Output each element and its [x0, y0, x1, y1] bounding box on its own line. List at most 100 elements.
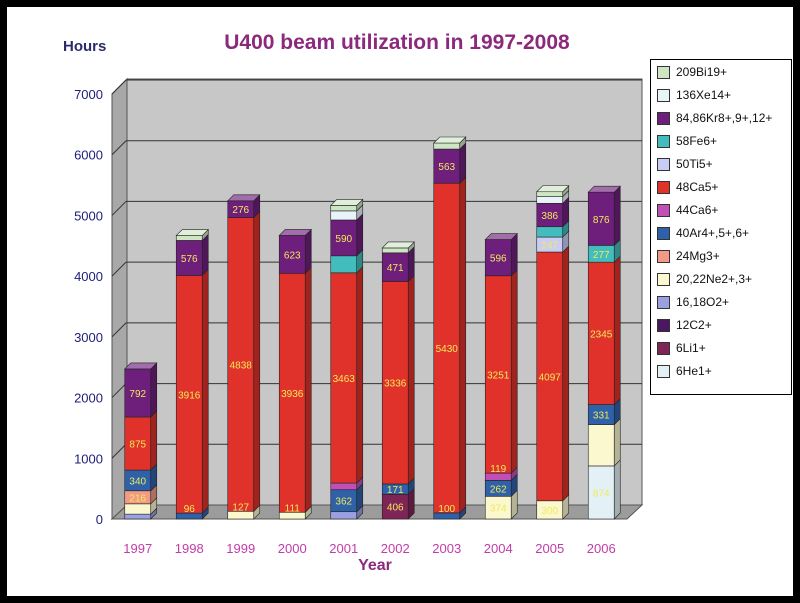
y-tick-label: 1000 — [74, 451, 103, 466]
y-tick-label: 5000 — [74, 208, 103, 223]
x-tick-label: 2002 — [381, 541, 410, 556]
legend-swatch — [657, 249, 670, 263]
bar-segment — [484, 275, 512, 474]
bar-segment — [536, 196, 564, 204]
x-axis-ticks: 1997 1998 1999 2000 2001 2002 2003 2004 2005 2006 — [123, 541, 615, 556]
legend-swatch — [657, 318, 670, 332]
legend-item: 58Fe6+ — [657, 133, 717, 149]
legend-label: 50Ti5+ — [676, 157, 713, 171]
bar-stack-2004: 374 262 119 3251 596 — [484, 232, 518, 520]
legend-item: 24Mg3+ — [657, 248, 720, 264]
bar-segment-side — [459, 176, 467, 514]
data-label: 247 — [541, 241, 558, 252]
data-label: 111 — [285, 503, 301, 514]
data-label: 3251 — [487, 370, 510, 381]
bar-segment-side — [150, 410, 158, 471]
data-label: 362 — [335, 497, 352, 508]
bar-segment-side — [150, 362, 158, 418]
legend-label: 40Ar4+,5+,6+ — [676, 226, 750, 240]
bar-top — [587, 185, 621, 193]
data-label: 3936 — [281, 389, 304, 400]
bar-segment — [330, 482, 358, 491]
x-tick-label: 2006 — [587, 541, 616, 556]
legend-item: 6He1+ — [657, 363, 712, 379]
legend-swatch — [657, 180, 670, 194]
bar-segment-side — [613, 417, 621, 467]
data-label: 3463 — [333, 374, 356, 385]
data-label: 623 — [284, 250, 301, 261]
bar-segment — [536, 226, 564, 238]
legend-swatch — [657, 203, 670, 217]
x-tick-label: 2005 — [535, 541, 564, 556]
bar-segment-side — [562, 245, 570, 502]
bar-segment-side — [510, 269, 518, 474]
bar-segment — [330, 255, 358, 274]
bar-segment — [587, 191, 615, 246]
bar-top — [536, 185, 570, 193]
bar-top — [381, 241, 415, 249]
data-label: 3916 — [178, 390, 201, 401]
bar-top — [433, 136, 467, 144]
x-tick-label: 2004 — [484, 541, 513, 556]
legend-label: 20,22Ne2+,3+ — [676, 272, 753, 286]
bar-top — [227, 194, 261, 202]
bar-top — [175, 229, 209, 236]
bar-segment-side — [356, 266, 364, 484]
data-label: 876 — [593, 215, 610, 226]
data-label: 100 — [438, 504, 455, 515]
legend-item: 44Ca6+ — [657, 202, 718, 218]
bar-segment — [330, 272, 358, 484]
bar-segment — [124, 503, 152, 515]
data-label: 4838 — [230, 360, 253, 371]
bar-segment — [330, 210, 358, 221]
y-tick-label: 7000 — [74, 87, 103, 102]
legend-label: 6Li1+ — [676, 341, 706, 355]
data-label: 5430 — [436, 344, 459, 355]
bar-segment-side — [304, 266, 312, 513]
bar-segment — [587, 424, 615, 467]
bar-segment — [433, 142, 461, 150]
y-tick-label: 0 — [96, 512, 103, 527]
x-tick-label: 1997 — [123, 541, 152, 556]
data-label: 386 — [541, 211, 558, 222]
chart-title: U400 beam utilization in 1997-2008 — [224, 31, 570, 54]
grid-line-side — [111, 140, 127, 156]
data-label: 276 — [232, 205, 249, 216]
bar-stack-2002: 406 171 3336 471 — [381, 241, 415, 520]
bar-segment-side — [407, 274, 415, 485]
legend-label: 12C2+ — [676, 318, 712, 332]
legend-item: 209Bi19+ — [657, 64, 727, 80]
bar-stack-1999: 127 4838 276 — [227, 194, 261, 520]
bar-segment — [175, 240, 203, 276]
bar-segment-side — [201, 233, 209, 277]
bar-segment-side — [304, 228, 312, 275]
data-label: 262 — [490, 484, 507, 495]
grid-line-side — [111, 383, 127, 398]
chart-frame: 0 1000 2000 3000 4000 5000 6000 7000 216 340 875 7… — [7, 7, 793, 596]
bar-segment — [278, 235, 306, 274]
stacked-bar-chart: 0 1000 2000 3000 4000 5000 6000 7000 216 340 875 7… — [63, 31, 644, 574]
bar-segment — [587, 465, 615, 520]
legend-swatch — [657, 272, 670, 286]
legend-label: 84,86Kr8+,9+,12+ — [676, 111, 773, 125]
data-label: 277 — [593, 250, 610, 261]
x-tick-label: 1998 — [175, 541, 204, 556]
y-tick-label: 6000 — [74, 148, 103, 163]
legend-item: 16,18O2+ — [657, 294, 729, 310]
legend-item: 20,22Ne2+,3+ — [657, 271, 752, 287]
legend-label: 24Mg3+ — [676, 249, 720, 263]
data-label: 96 — [184, 504, 196, 515]
data-label: 2345 — [590, 329, 613, 340]
legend-item: 84,86Kr8+,9+,12+ — [657, 110, 772, 126]
legend-label: 136Xe14+ — [676, 88, 732, 102]
bar-stack-1997: 216 340 875 792 — [124, 362, 158, 520]
bar-segment — [536, 191, 564, 197]
data-label: 216 — [129, 493, 146, 504]
bar-top — [124, 362, 158, 370]
x-tick-label: 2000 — [278, 541, 307, 556]
bar-segment-side — [613, 255, 621, 406]
legend-swatch — [657, 341, 670, 355]
legend-item: 6Li1+ — [657, 340, 706, 356]
data-label: 340 — [129, 476, 146, 487]
x-tick-label: 2003 — [432, 541, 461, 556]
